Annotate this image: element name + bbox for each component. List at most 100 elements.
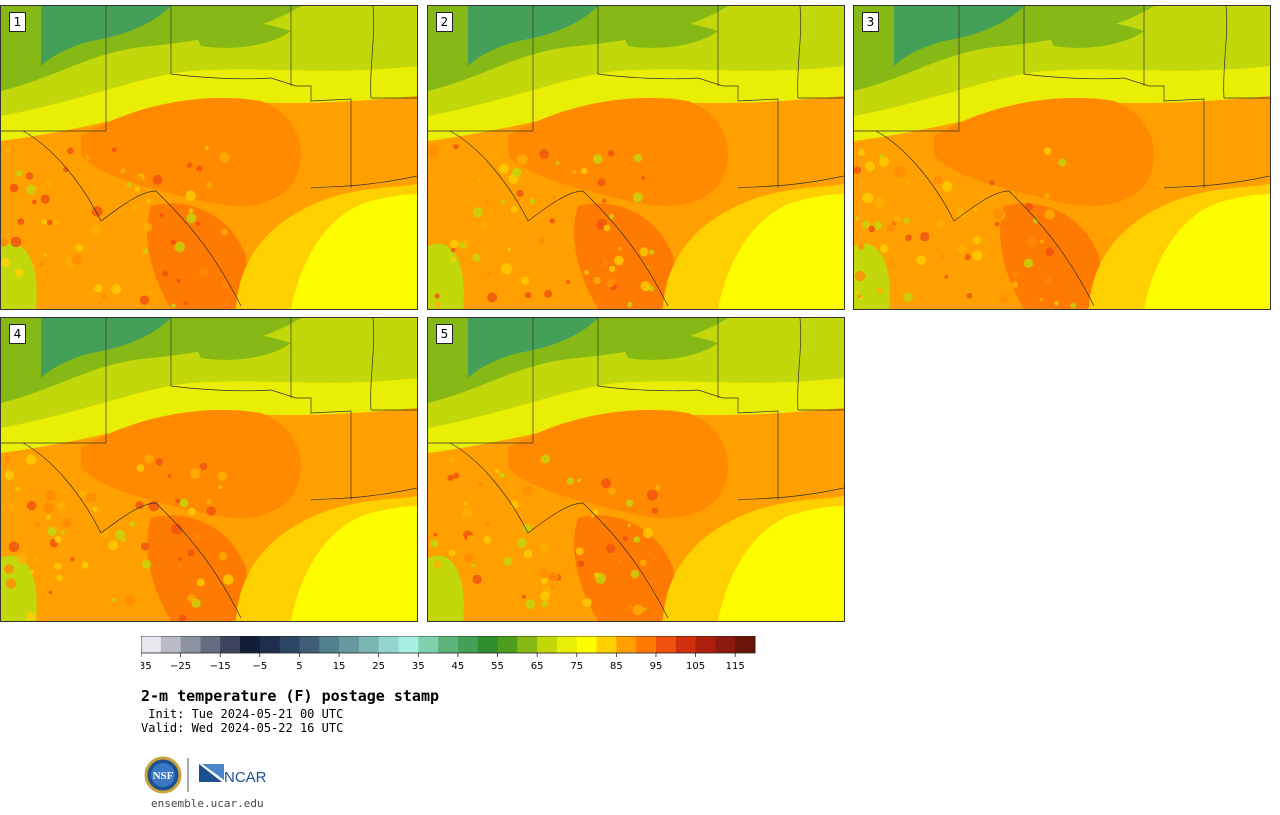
temperature-speckle [548, 571, 559, 582]
temperature-contour [81, 409, 301, 518]
temperature-speckle [47, 526, 57, 537]
temperature-speckle [143, 222, 153, 232]
temperature-speckle [171, 523, 183, 535]
temperature-speckle [179, 614, 187, 621]
temperature-speckle [186, 213, 197, 224]
temperature-speckle [494, 469, 499, 474]
temperature-speckle [85, 155, 90, 160]
temperature-speckle [146, 199, 151, 204]
temperature-speckle [45, 514, 51, 520]
state-border [597, 318, 779, 500]
temperature-speckle [868, 225, 876, 233]
temperature-speckle [45, 180, 53, 187]
temperature-speckle [486, 272, 491, 276]
temperature-speckle [501, 263, 513, 275]
temperature-contour [1177, 113, 1270, 184]
temperature-speckle [206, 506, 216, 516]
temperature-speckle [485, 199, 490, 204]
temperature-speckle [523, 549, 533, 559]
temperature-speckle [936, 219, 945, 228]
temperature-speckle [521, 594, 526, 599]
temperature-speckle [608, 265, 616, 273]
temperature-speckle [30, 569, 34, 573]
colorbar-tick-label: 15 [333, 661, 346, 672]
temperature-speckle [876, 287, 883, 295]
temperature-speckle [1039, 297, 1043, 302]
colorbar-segment [735, 636, 756, 653]
temperature-speckle [133, 205, 138, 211]
temperature-speckle [867, 267, 874, 274]
temperature-speckle [651, 454, 661, 464]
temperature-speckle [434, 301, 441, 308]
state-border [370, 318, 375, 411]
temperature-speckle [54, 536, 62, 544]
temperature-speckle [608, 487, 616, 495]
temperature-speckle [477, 482, 483, 488]
temperature-speckle [184, 167, 196, 179]
temperature-speckle [472, 253, 481, 262]
temperature-speckle [862, 220, 870, 229]
temperature-speckle [601, 518, 606, 524]
temperature-speckle [447, 474, 454, 481]
logo-group: NSF NCAR [144, 756, 274, 798]
temperature-speckle [643, 607, 647, 611]
temperature-speckle [632, 604, 644, 616]
temperature-speckle [148, 500, 160, 512]
temperature-speckle [581, 168, 588, 175]
temperature-speckle [464, 553, 474, 563]
colorbar-segment [655, 636, 677, 653]
temperature-contour [1044, 20, 1144, 48]
temperature-speckle [999, 294, 1009, 304]
temperature-speckle [540, 591, 550, 601]
colorbar-tick-label: 35 [412, 661, 425, 672]
temperature-field-map [428, 6, 844, 309]
temperature-speckle [627, 301, 633, 308]
temperature-speckle [188, 507, 196, 516]
temperature-speckle [206, 498, 212, 505]
temperature-speckle [954, 144, 966, 155]
temperature-speckle [1040, 239, 1045, 244]
temperature-speckle [111, 598, 116, 603]
state-border [1, 318, 107, 444]
temperature-contour [751, 425, 844, 496]
temperature-speckle [551, 475, 558, 482]
colorbar-tick-label: 25 [372, 661, 385, 672]
temperature-speckle [471, 563, 476, 568]
temperature-speckle [510, 205, 518, 213]
temperature-speckle [994, 221, 1000, 227]
temperature-speckle [639, 247, 649, 257]
temperature-speckle [183, 301, 188, 306]
temperature-speckle [206, 181, 213, 188]
temperature-speckle [196, 165, 203, 172]
state-border [22, 442, 242, 619]
temperature-speckle [4, 455, 11, 462]
temperature-speckle [654, 485, 661, 491]
temperature-speckle [525, 292, 532, 299]
temperature-speckle [507, 247, 511, 252]
state-border [854, 6, 960, 132]
temperature-contour [291, 506, 417, 621]
state-border [22, 130, 242, 307]
temperature-speckle [223, 301, 227, 305]
temperature-speckle [101, 530, 109, 539]
colorbar-tick-label: −15 [210, 661, 231, 672]
temperature-speckle [170, 239, 176, 245]
colorbar-tick-label: 75 [570, 661, 583, 672]
temperature-speckle [448, 549, 456, 557]
colorbar-tick-label: −5 [252, 661, 267, 672]
temperature-speckle [989, 180, 995, 186]
temperature-speckle [641, 176, 646, 180]
temperature-speckle [185, 190, 196, 201]
temperature-speckle [171, 303, 176, 309]
temperature-speckle [56, 574, 63, 582]
temperature-speckle [933, 175, 943, 185]
temperature-speckle [142, 248, 148, 254]
temperature-speckle [223, 574, 234, 585]
temperature-speckle [498, 164, 509, 174]
temperature-speckle [43, 253, 47, 257]
temperature-contour [618, 332, 718, 360]
temperature-speckle [430, 539, 439, 548]
colorbar-segment [616, 636, 637, 653]
temperature-speckle [516, 153, 528, 165]
temperature-speckle [108, 540, 118, 551]
